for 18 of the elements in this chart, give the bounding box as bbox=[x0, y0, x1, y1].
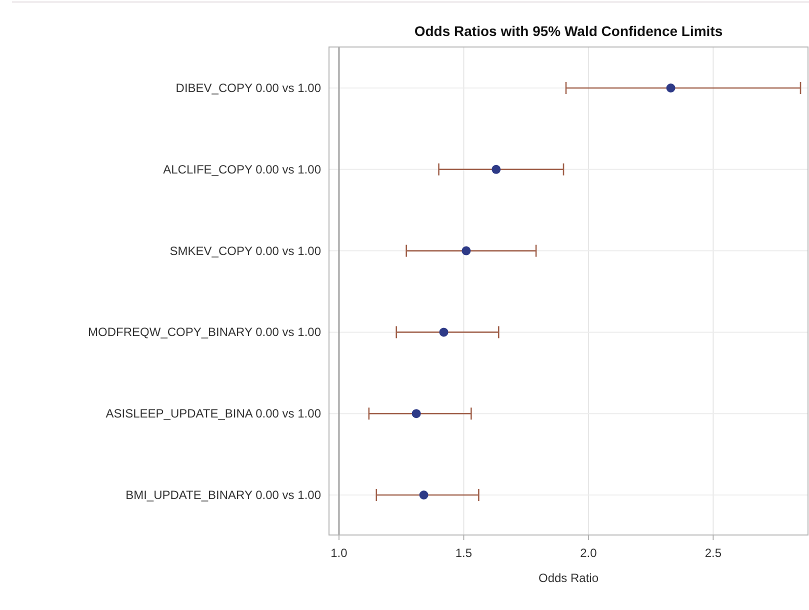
y-tick-label: MODFREQW_COPY_BINARY 0.00 vs 1.00 bbox=[88, 325, 322, 340]
x-tick-label: 2.5 bbox=[704, 546, 722, 560]
point bbox=[492, 164, 501, 174]
point bbox=[412, 409, 421, 418]
point bbox=[462, 246, 471, 256]
y-tick-label: ASISLEEP_UPDATE_BINA 0.00 vs 1.00 bbox=[106, 406, 322, 421]
point bbox=[419, 490, 428, 500]
x-tick-label: 1.0 bbox=[330, 546, 348, 560]
point bbox=[439, 328, 448, 337]
chart-title: Odds Ratios with 95% Wald Confidence Limits bbox=[414, 23, 723, 39]
x-tick-label: 1.5 bbox=[455, 546, 472, 560]
y-tick-label: ALCLIFE_COPY 0.00 vs 1.00 bbox=[163, 162, 322, 176]
y-tick-label: DIBEV_COPY 0.00 vs 1.00 bbox=[176, 81, 322, 95]
point bbox=[666, 84, 676, 92]
y-tick-label: BMI_UPDATE_BINARY 0.00 vs 1.00 bbox=[126, 488, 322, 502]
y-tick-label: SMKEV_COPY 0.00 vs 1.00 bbox=[170, 244, 322, 258]
x-axis-title: Odds Ratio bbox=[538, 571, 599, 585]
x-tick-label: 2.0 bbox=[580, 546, 598, 560]
